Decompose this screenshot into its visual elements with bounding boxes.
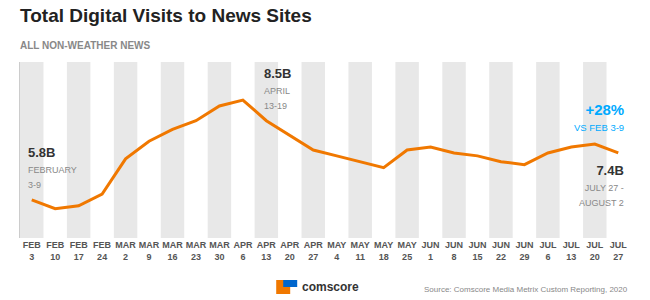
- svg-text:comscore: comscore: [302, 280, 359, 294]
- svg-text:JUN22: JUN22: [492, 240, 510, 262]
- svg-text:FEB10: FEB10: [46, 240, 65, 262]
- svg-text:MAR2: MAR2: [115, 240, 136, 262]
- svg-text:JUL27: JUL27: [610, 240, 628, 262]
- svg-text:FEB24: FEB24: [93, 240, 112, 262]
- svg-text:5.8BFEBRUARY3-9: 5.8BFEBRUARY3-9: [28, 145, 77, 190]
- svg-text:JUN15: JUN15: [468, 240, 486, 262]
- svg-text:APR20: APR20: [280, 240, 300, 262]
- svg-text:APR13: APR13: [257, 240, 277, 262]
- svg-text:JUN1: JUN1: [422, 240, 440, 262]
- svg-text:Source: Comscore Media Metrix: Source: Comscore Media Metrix Custom Rep…: [424, 285, 628, 294]
- svg-text:JUL13: JUL13: [563, 240, 581, 262]
- svg-text:APR27: APR27: [304, 240, 324, 262]
- svg-text:FEB17: FEB17: [70, 240, 89, 262]
- svg-text:JUN8: JUN8: [445, 240, 463, 262]
- svg-text:MAY18: MAY18: [374, 240, 393, 262]
- svg-text:FEB3: FEB3: [23, 240, 42, 262]
- svg-text:MAY4: MAY4: [327, 240, 346, 262]
- svg-text:7.4BJULY 27 -AUGUST 2: 7.4BJULY 27 -AUGUST 2: [579, 163, 624, 208]
- svg-text:8.5BAPRIL13-19: 8.5BAPRIL13-19: [264, 66, 291, 111]
- svg-text:JUN29: JUN29: [515, 240, 533, 262]
- svg-text:MAR16: MAR16: [162, 240, 183, 262]
- svg-text:+28%VS FEB 3-9: +28%VS FEB 3-9: [574, 101, 624, 133]
- svg-text:APR6: APR6: [233, 240, 253, 262]
- svg-text:JUL20: JUL20: [586, 240, 604, 262]
- svg-text:MAY11: MAY11: [351, 240, 370, 262]
- svg-text:MAR9: MAR9: [139, 240, 160, 262]
- svg-text:MAR30: MAR30: [209, 240, 230, 262]
- svg-text:JUL6: JUL6: [539, 240, 557, 262]
- svg-text:Total Digital Visits to News S: Total Digital Visits to News Sites: [20, 5, 312, 26]
- svg-text:MAR23: MAR23: [186, 240, 207, 262]
- svg-text:ALL NON-WEATHER NEWS: ALL NON-WEATHER NEWS: [20, 40, 151, 51]
- svg-text:MAY25: MAY25: [398, 240, 417, 262]
